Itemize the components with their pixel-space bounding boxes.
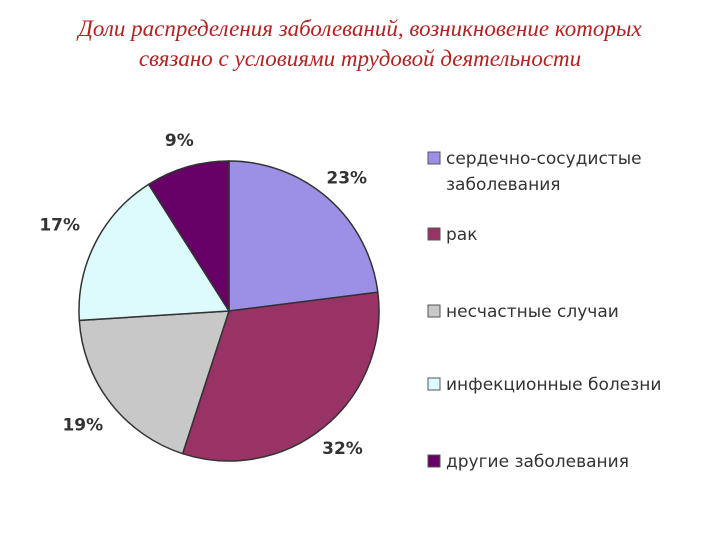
legend-swatch-cardiovascular: [427, 151, 441, 165]
pie-slice-accidents: [78, 310, 231, 455]
chart-legend: сердечно-сосудистые заболевания рак несчаст…: [427, 149, 661, 472]
legend-label-infections: инфекционные болезни: [446, 375, 661, 395]
legend-label-cardiovascular: заболевания: [446, 175, 561, 195]
pie-slice-cardiovascular: [228, 160, 379, 312]
pie-slice-cancer: [181, 291, 380, 462]
legend-swatch-infections: [427, 377, 441, 391]
chart-title: Доли распределения заболеваний, возникно…: [0, 14, 720, 74]
data-label-accidents: 19%: [62, 415, 103, 435]
legend-label-cancer: рак: [446, 225, 477, 245]
pie-slices: [78, 160, 380, 462]
data-label-other: 9%: [165, 131, 194, 151]
pie-data-labels: 23% 32% 19% 17% 9%: [39, 131, 367, 459]
data-label-cancer: 32%: [322, 439, 363, 459]
legend-label-cardiovascular: сердечно-сосудистые: [446, 149, 642, 169]
pie-slice-infections: [78, 183, 231, 322]
data-label-cardiovascular: 23%: [326, 168, 367, 188]
data-label-infections: 17%: [39, 216, 80, 236]
legend-label-other: другие заболевания: [446, 452, 629, 472]
chart-title-line-2: связано с условиями трудовой деятельност…: [138, 46, 582, 71]
legend-swatch-accidents: [427, 304, 441, 318]
chart-title-line-1: Доли распределения заболеваний, возникно…: [78, 16, 642, 41]
legend-swatch-other: [427, 454, 441, 468]
pie-slice-other: [147, 160, 230, 314]
legend-swatch-cancer: [427, 227, 441, 241]
legend-label-accidents: несчастные случаи: [446, 302, 619, 322]
